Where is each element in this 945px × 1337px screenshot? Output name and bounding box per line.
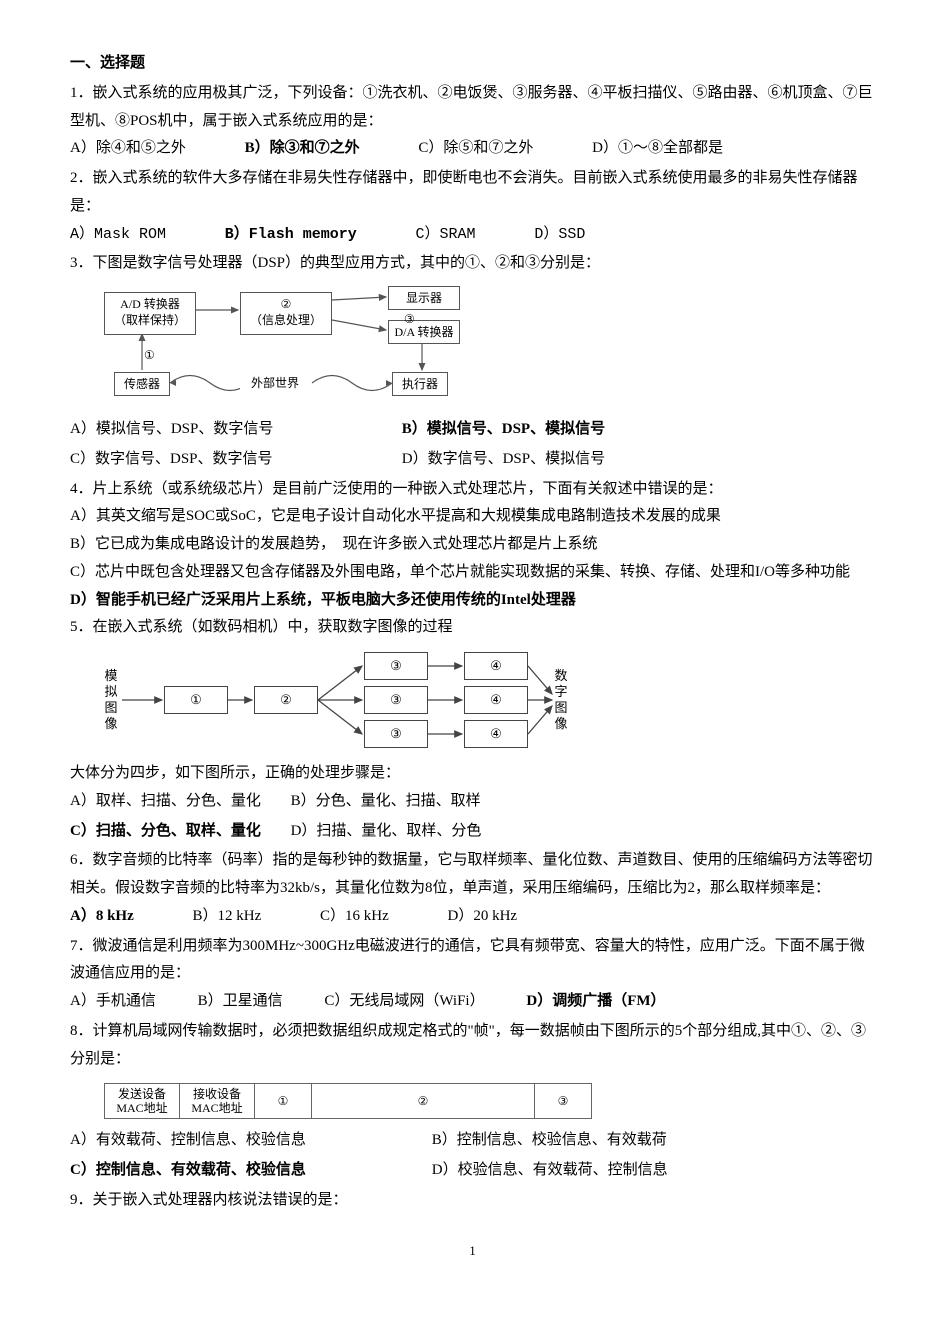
q7-opt-b: B）卫星通信 bbox=[198, 988, 283, 1016]
q2-options: A）Mask ROM B）Flash memory C）SRAM D）SSD bbox=[70, 221, 875, 249]
q8-options-row2: C）控制信息、有效载荷、校验信息 D）校验信息、有效载荷、控制信息 bbox=[70, 1157, 875, 1185]
q6-stem: 6．数字音频的比特率（码率）指的是每秒钟的数据量，它与取样频率、量化位数、声道数… bbox=[70, 847, 875, 903]
q8-options-row1: A）有效载荷、控制信息、校验信息 B）控制信息、校验信息、有效载荷 bbox=[70, 1127, 875, 1155]
q8-cell-5: ③ bbox=[535, 1084, 592, 1119]
q2-opt-c: C）SRAM bbox=[416, 221, 476, 249]
q1-stem: 1．嵌入式系统的应用极其广泛，下列设备：①洗衣机、②电饭煲、③服务器、④平板扫描… bbox=[70, 80, 875, 136]
q4-opt-a: A）其英文缩写是SOC或SoC，它是电子设计自动化水平提高和大规模集成电路制造技… bbox=[70, 503, 875, 531]
q4-stem: 4．片上系统（或系统级芯片）是目前广泛使用的一种嵌入式处理芯片，下面有关叙述中错… bbox=[70, 476, 875, 504]
q3-label-1: ① bbox=[144, 344, 155, 366]
q7-options: A）手机通信 B）卫星通信 C）无线局域网（WiFi） D）调频广播（FM） bbox=[70, 988, 875, 1016]
q6-opt-b: B）12 kHz bbox=[193, 903, 262, 931]
q5-box-3a: ③ bbox=[364, 652, 428, 680]
q3-box-display: 显示器 bbox=[388, 286, 460, 310]
q1-opt-d: D）①～⑧全部都是 bbox=[592, 135, 723, 163]
q3-label-world: 外部世界 bbox=[240, 372, 310, 394]
q2-opt-b: B）Flash memory bbox=[225, 221, 357, 249]
q3-opt-a: A）模拟信号、DSP、数字信号 bbox=[70, 416, 360, 444]
q8-stem: 8．计算机局域网传输数据时，必须把数据组织成规定格式的"帧"，每一数据帧由下图所… bbox=[70, 1018, 875, 1074]
q7-opt-a: A）手机通信 bbox=[70, 988, 156, 1016]
q8-diagram: 发送设备MAC地址 接收设备MAC地址 ① ② ③ bbox=[104, 1083, 875, 1119]
q1-opt-c: C）除⑤和⑦之外 bbox=[418, 135, 533, 163]
q1-opt-a: A）除④和⑤之外 bbox=[70, 135, 186, 163]
q7-stem: 7．微波通信是利用频率为300MHz~300GHz电磁波进行的通信，它具有频带宽… bbox=[70, 933, 875, 989]
q5-label-left: 模拟图像 bbox=[104, 668, 118, 732]
q3-opt-b: B）模拟信号、DSP、模拟信号 bbox=[402, 416, 605, 444]
page-number: 1 bbox=[70, 1239, 875, 1263]
q8-cell-2: 接收设备MAC地址 bbox=[180, 1084, 255, 1119]
q2-stem: 2．嵌入式系统的软件大多存储在非易失性存储器中，即使断电也不会消失。目前嵌入式系… bbox=[70, 165, 875, 221]
q5-box-1: ① bbox=[164, 686, 228, 714]
q8-opt-d: D）校验信息、有效载荷、控制信息 bbox=[432, 1157, 668, 1185]
q3-stem: 3．下图是数字信号处理器（DSP）的典型应用方式，其中的①、②和③分别是： bbox=[70, 250, 875, 278]
section-heading: 一、选择题 bbox=[70, 50, 875, 78]
q5-options-row2: C）扫描、分色、取样、量化 D）扫描、量化、取样、分色 bbox=[70, 818, 875, 846]
q1-options: A）除④和⑤之外 B）除③和⑦之外 C）除⑤和⑦之外 D）①～⑧全部都是 bbox=[70, 135, 875, 163]
q8-opt-c: C）控制信息、有效载荷、校验信息 bbox=[70, 1157, 390, 1185]
q6-opt-a: A）8 kHz bbox=[70, 903, 134, 931]
q7-opt-c: C）无线局域网（WiFi） bbox=[324, 988, 484, 1016]
q5-label-right: 数字图像 bbox=[554, 668, 568, 732]
q3-options-row1: A）模拟信号、DSP、数字信号 B）模拟信号、DSP、模拟信号 bbox=[70, 416, 875, 444]
q4-opt-b: B）它已成为集成电路设计的发展趋势， 现在许多嵌入式处理芯片都是片上系统 bbox=[70, 531, 875, 559]
q5-box-4c: ④ bbox=[464, 720, 528, 748]
q1-opt-b: B）除③和⑦之外 bbox=[245, 135, 360, 163]
q3-box-da: D/A 转换器 bbox=[388, 320, 460, 344]
q3-box-exec: 执行器 bbox=[392, 372, 448, 396]
q8-cell-4: ② bbox=[312, 1084, 535, 1119]
q4-opt-d: D）智能手机已经广泛采用片上系统，平板电脑大多还使用传统的Intel处理器 bbox=[70, 587, 875, 615]
q8-opt-b: B）控制信息、校验信息、有效载荷 bbox=[432, 1127, 667, 1155]
q5-options-row1: A）取样、扫描、分色、量化 B）分色、量化、扫描、取样 bbox=[70, 788, 875, 816]
q8-cell-1: 发送设备MAC地址 bbox=[105, 1084, 180, 1119]
q5-stem: 5．在嵌入式系统（如数码相机）中，获取数字图像的过程 bbox=[70, 614, 875, 642]
q5-opt-a: A）取样、扫描、分色、量化 bbox=[70, 788, 261, 816]
q5-box-4a: ④ bbox=[464, 652, 528, 680]
q7-opt-d: D）调频广播（FM） bbox=[526, 988, 665, 1016]
q5-box-2: ② bbox=[254, 686, 318, 714]
q8-cell-3: ① bbox=[255, 1084, 312, 1119]
q5-diagram: 模拟图像 数字图像 ① ② ③ ④ ③ ④ ③ ④ bbox=[104, 650, 875, 750]
q3-box-dsp: ②（信息处理） bbox=[240, 292, 332, 335]
q5-box-3c: ③ bbox=[364, 720, 428, 748]
q3-diagram: A/D 转换器（取样保持） ②（信息处理） 显示器 D/A 转换器 传感器 外部… bbox=[104, 286, 875, 406]
q3-opt-d: D）数字信号、DSP、模拟信号 bbox=[402, 446, 605, 474]
q6-opt-d: D）20 kHz bbox=[448, 903, 518, 931]
q5-opt-b: B）分色、量化、扫描、取样 bbox=[291, 788, 481, 816]
q5-box-4b: ④ bbox=[464, 686, 528, 714]
q9-stem: 9．关于嵌入式处理器内核说法错误的是： bbox=[70, 1187, 875, 1215]
q5-mid: 大体分为四步，如下图所示，正确的处理步骤是： bbox=[70, 760, 875, 788]
q3-label-3: ③ bbox=[404, 308, 415, 330]
q3-options-row2: C）数字信号、DSP、数字信号 D）数字信号、DSP、模拟信号 bbox=[70, 446, 875, 474]
q6-options: A）8 kHz B）12 kHz C）16 kHz D）20 kHz bbox=[70, 903, 875, 931]
q2-opt-d: D）SSD bbox=[534, 221, 585, 249]
q8-opt-a: A）有效载荷、控制信息、校验信息 bbox=[70, 1127, 390, 1155]
q3-opt-c: C）数字信号、DSP、数字信号 bbox=[70, 446, 360, 474]
q5-opt-d: D）扫描、量化、取样、分色 bbox=[291, 818, 482, 846]
q2-opt-a: A）Mask ROM bbox=[70, 221, 166, 249]
q4-opt-c: C）芯片中既包含处理器又包含存储器及外围电路，单个芯片就能实现数据的采集、转换、… bbox=[70, 559, 875, 587]
q5-opt-c: C）扫描、分色、取样、量化 bbox=[70, 818, 261, 846]
q3-box-ad: A/D 转换器（取样保持） bbox=[104, 292, 196, 335]
q6-opt-c: C）16 kHz bbox=[320, 903, 389, 931]
q5-box-3b: ③ bbox=[364, 686, 428, 714]
q3-box-sensor: 传感器 bbox=[114, 372, 170, 396]
